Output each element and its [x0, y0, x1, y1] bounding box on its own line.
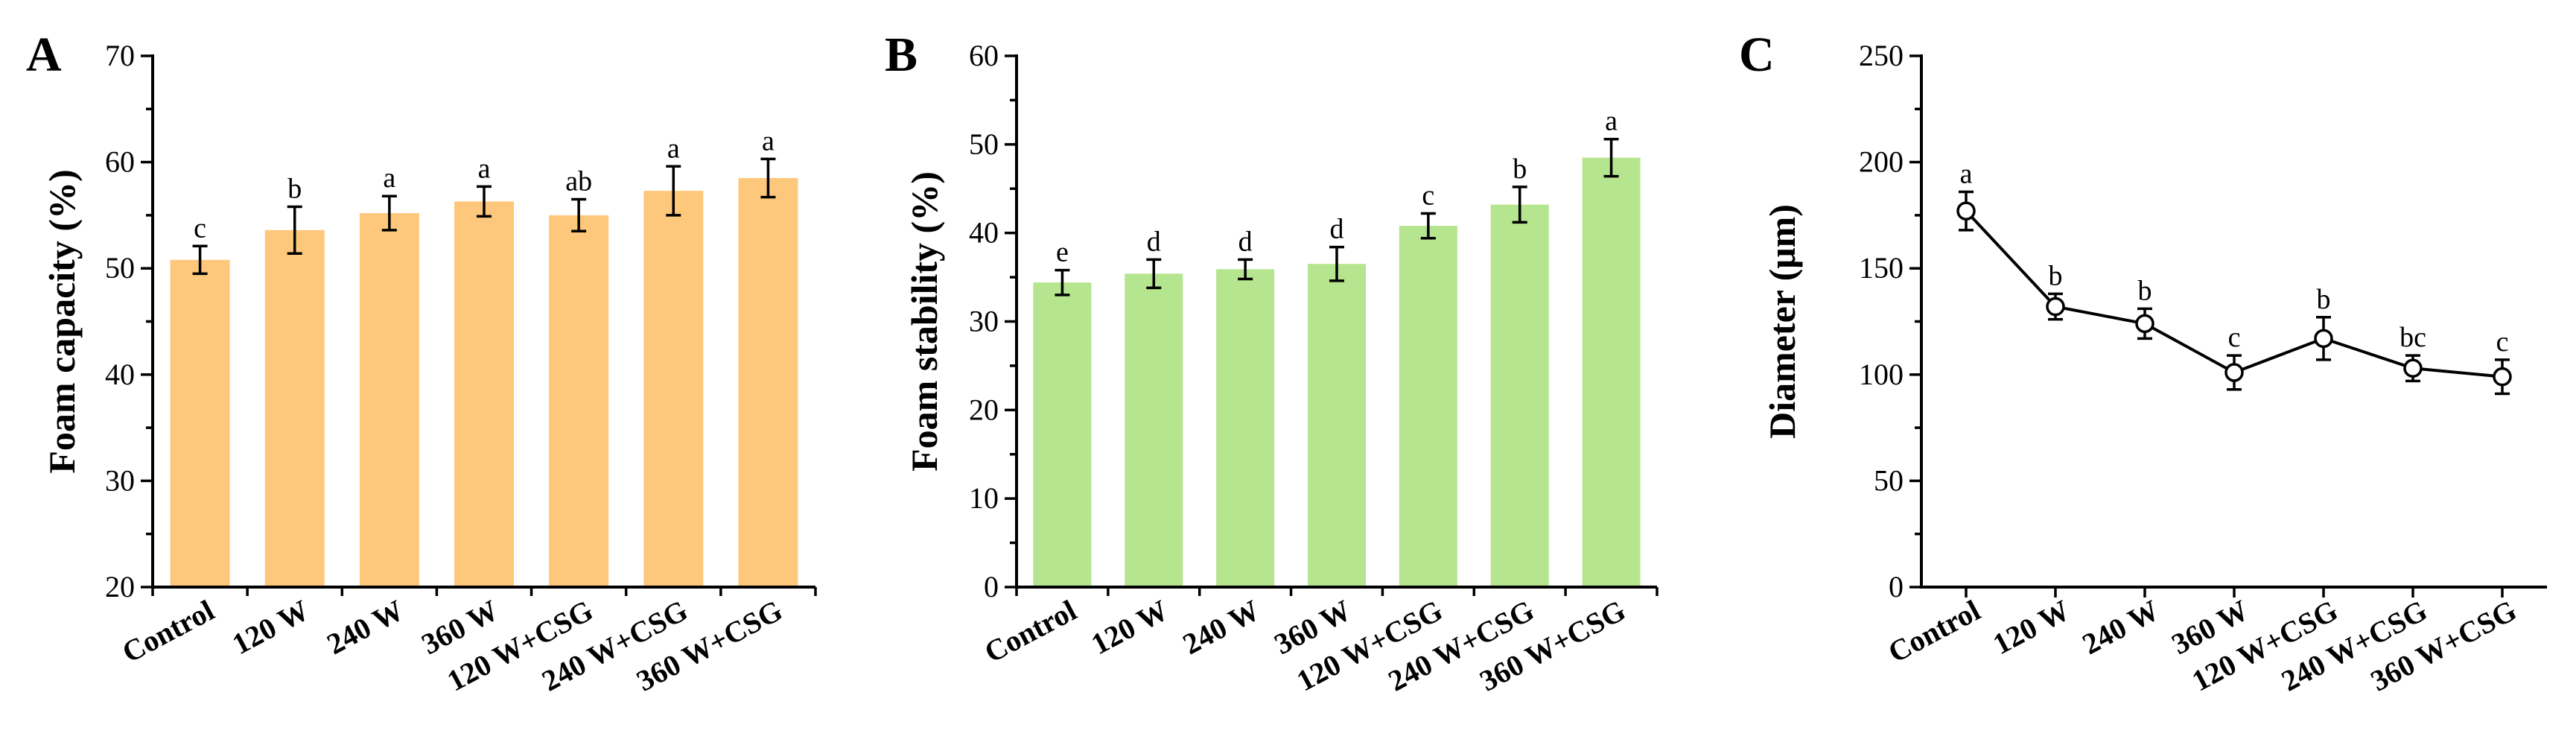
- significance-label: d: [1330, 214, 1344, 245]
- data-point: [2046, 297, 2065, 317]
- y-tick-label: 60: [105, 145, 135, 179]
- significance-label: a: [1605, 106, 1618, 137]
- y-tick-label: 250: [1859, 39, 1904, 72]
- data-point: [2403, 358, 2423, 378]
- panel-b: B 0 10 20 30 40 50 60 Foam stability (%) e d d d c b a C…: [885, 28, 1659, 698]
- panel-letter: A: [26, 28, 62, 82]
- bar: [1125, 273, 1183, 587]
- data-point: [2135, 314, 2154, 334]
- y-tick-label: 60: [969, 39, 999, 72]
- significance-label: c: [2496, 326, 2509, 358]
- y-tick-label: 30: [105, 463, 135, 497]
- error-bar: [381, 194, 397, 232]
- significance-label: a: [383, 162, 395, 194]
- x-tick-label: 240 W: [2077, 593, 2165, 661]
- y-tick-label: 200: [1859, 145, 1904, 179]
- bar: [643, 191, 704, 587]
- error-bar: [1329, 245, 1344, 282]
- x-tick-label: 240 W: [321, 593, 409, 661]
- y-tick-label: 50: [969, 127, 999, 161]
- y-tick-label: 20: [105, 570, 135, 603]
- significance-label: e: [1056, 237, 1069, 268]
- y-tick-label: 40: [105, 358, 135, 391]
- significance-label: b: [1513, 153, 1527, 185]
- y-tick-label: 0: [1889, 570, 1904, 603]
- error-bar: [287, 205, 302, 255]
- significance-label: a: [762, 125, 775, 156]
- error-bar: [1146, 258, 1162, 290]
- bar: [1033, 282, 1092, 587]
- significance-label: d: [1238, 226, 1253, 257]
- data-point: [2314, 329, 2333, 349]
- error-bar: [192, 244, 208, 276]
- data-point: [2224, 363, 2244, 382]
- panel-letter: B: [885, 28, 917, 82]
- y-tick-label: 40: [969, 216, 999, 250]
- significance-label: a: [478, 153, 491, 184]
- bar: [1399, 226, 1457, 587]
- panel-letter: C: [1739, 28, 1775, 82]
- bar: [170, 259, 230, 587]
- x-tick-label: Control: [1883, 593, 1985, 669]
- significance-label: d: [1147, 226, 1161, 257]
- error-bar: [1055, 268, 1070, 297]
- error-bar: [1512, 186, 1527, 224]
- bar: [1582, 157, 1641, 588]
- error-bar: [760, 157, 776, 199]
- bar: [454, 201, 514, 587]
- bar: [264, 229, 325, 587]
- significance-label: c: [194, 212, 206, 244]
- x-tick-label: 120 W: [1988, 593, 2076, 661]
- y-axis-label: Foam capacity (%): [41, 169, 83, 473]
- error-bar: [1420, 212, 1436, 240]
- data-point: [1956, 201, 1976, 221]
- y-axis-label: Foam stability (%): [903, 171, 945, 472]
- y-tick-label: 30: [969, 305, 999, 338]
- y-tick-label: 100: [1859, 358, 1904, 391]
- bar: [359, 213, 419, 587]
- bar: [1308, 264, 1366, 587]
- y-tick-label: 70: [105, 39, 135, 72]
- bar: [738, 177, 798, 588]
- error-bar: [666, 165, 681, 217]
- significance-label: b: [2317, 284, 2331, 315]
- x-tick-label: 120 W: [1086, 593, 1174, 661]
- significance-label: c: [2228, 322, 2241, 353]
- y-tick-label: 0: [984, 570, 999, 603]
- error-bar: [1603, 137, 1619, 178]
- y-tick-label: 50: [1874, 463, 1904, 497]
- significance-label: b: [2049, 260, 2063, 291]
- significance-label: a: [1960, 159, 1973, 190]
- bar: [1490, 204, 1549, 587]
- panel-a: A 20 30 40 50 60 70 Foam capacity (%) c b a a ab a a Co…: [26, 28, 817, 698]
- x-tick-label: 120 W: [226, 593, 314, 661]
- x-tick-label: Control: [117, 593, 220, 669]
- y-tick-label: 50: [105, 251, 135, 285]
- error-bar: [1238, 258, 1253, 281]
- x-tick-label: Control: [979, 593, 1081, 669]
- error-bar: [571, 197, 587, 233]
- error-bar: [477, 185, 492, 218]
- y-tick-label: 10: [969, 481, 999, 515]
- y-tick-label: 150: [1859, 251, 1904, 285]
- bar: [1216, 269, 1275, 587]
- significance-label: a: [667, 133, 680, 164]
- significance-label: ab: [565, 166, 592, 197]
- y-tick-label: 20: [969, 393, 999, 426]
- bar: [549, 215, 609, 587]
- significance-label: b: [287, 173, 302, 204]
- significance-label: b: [2138, 275, 2152, 306]
- x-tick-label: 240 W: [1177, 593, 1265, 661]
- data-point: [2493, 367, 2512, 387]
- significance-label: c: [1422, 180, 1434, 212]
- significance-label: bc: [2400, 322, 2426, 353]
- y-axis-label: Diameter (μm): [1761, 204, 1803, 439]
